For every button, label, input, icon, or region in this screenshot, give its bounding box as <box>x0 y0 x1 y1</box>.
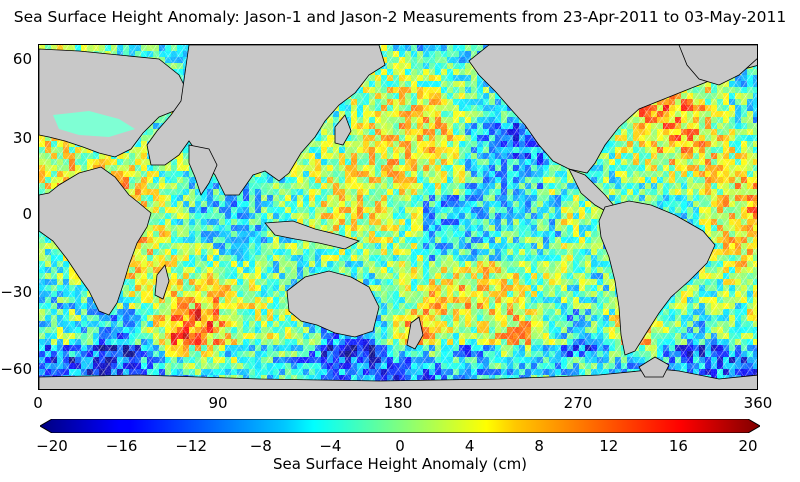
chart-title: Sea Surface Height Anomaly: Jason-1 and … <box>13 8 787 26</box>
sea-surface-map <box>38 44 758 390</box>
sea-surface-map-svg <box>39 45 757 389</box>
